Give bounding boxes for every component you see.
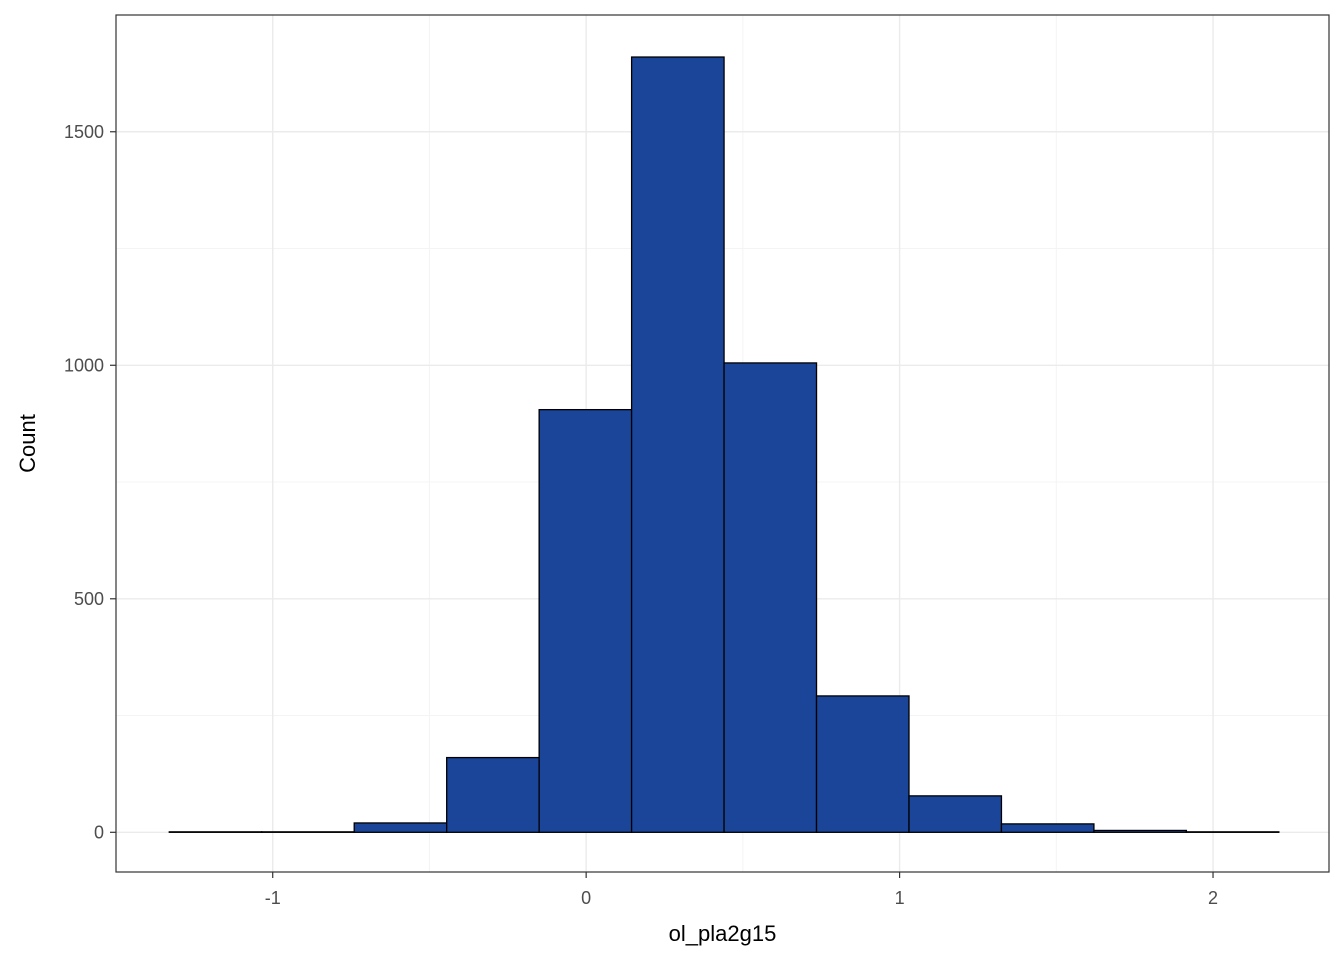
x-tick-label: -1 [265, 888, 281, 908]
y-tick-label: 0 [94, 822, 104, 842]
x-axis-ticks: -1 0 1 2 [265, 872, 1218, 908]
x-tick-label: 0 [581, 888, 591, 908]
histogram-bar [446, 756, 540, 833]
histogram-bar [1000, 823, 1095, 833]
histogram-bar [1093, 829, 1188, 833]
y-axis-title: Count [15, 414, 40, 473]
histogram-bar [538, 408, 633, 833]
y-axis-ticks: 0 500 1000 1500 [64, 122, 116, 842]
x-tick-label: 2 [1208, 888, 1218, 908]
x-tick-label: 1 [895, 888, 905, 908]
histogram-bars [168, 56, 1280, 833]
x-axis-title: ol_pla2g15 [669, 921, 777, 946]
y-tick-label: 1500 [64, 122, 104, 142]
plot-panel-border [115, 14, 1330, 873]
histogram-bar [353, 822, 448, 833]
histogram-bar [723, 362, 818, 833]
histogram-bar [908, 795, 1003, 833]
y-tick-label: 1000 [64, 355, 104, 375]
y-tick-label: 500 [74, 589, 104, 609]
histogram-bar [815, 695, 910, 833]
histogram-bar [630, 56, 725, 833]
